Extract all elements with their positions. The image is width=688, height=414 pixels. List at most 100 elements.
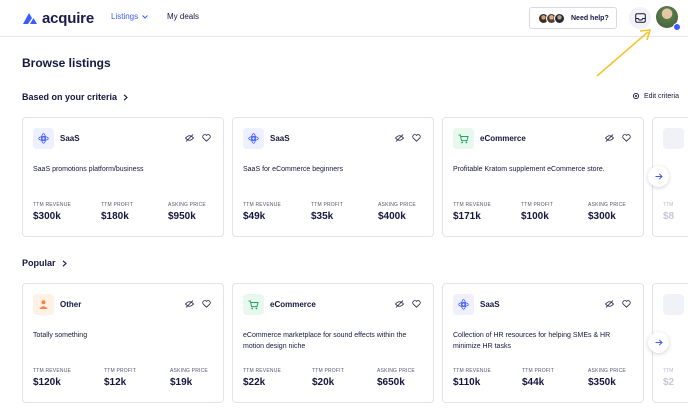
heart-icon[interactable] (412, 134, 421, 142)
metric-label: TTM PROFIT (312, 368, 344, 374)
metric-label: ASKING PRICE (170, 368, 208, 374)
annotation-arrow (596, 29, 652, 77)
eye-off-icon[interactable] (395, 134, 404, 142)
metric-label: TTM PROFIT (311, 202, 343, 208)
listing-description: Profitable Kratom supplement eCommerce s… (453, 166, 605, 173)
eye-off-icon[interactable] (605, 300, 614, 308)
saas-icon (453, 294, 474, 315)
need-help-button[interactable]: Need help? (529, 7, 617, 29)
other-icon (33, 294, 54, 315)
arrow-right-icon (655, 339, 663, 346)
category-label: SaaS (480, 300, 500, 309)
edit-criteria-button[interactable]: Edit criteria (632, 92, 679, 100)
edit-criteria-label: Edit criteria (644, 92, 680, 100)
need-help-label: Need help? (571, 14, 609, 22)
metric-label: TTM REVENUE (243, 202, 282, 208)
eye-off-icon[interactable] (185, 300, 194, 308)
metric-value: $950k (168, 211, 196, 222)
metric-label: TTM REVENUE (453, 202, 492, 208)
metric-value: $110k (453, 377, 481, 388)
heart-icon[interactable] (202, 300, 211, 308)
metric-label: ASKING PRICE (377, 368, 415, 374)
category-icon (663, 294, 684, 315)
chevron-right-icon (123, 93, 128, 101)
metric-label: TTM REVENUE (453, 368, 492, 374)
metric-label: TTM PROFIT (522, 368, 554, 374)
brand-name: acquire (42, 10, 94, 27)
listing-card[interactable]: SaaS SaaS promotions platform/business T… (22, 117, 224, 237)
category-label: SaaS (60, 134, 80, 143)
eye-off-icon[interactable] (185, 134, 194, 142)
metric-label: ASKING PRICE (588, 368, 626, 374)
metric-value: $35k (311, 211, 334, 222)
nav-my-deals[interactable]: My deals (167, 12, 200, 21)
metric-label: ASKING PRICE (168, 202, 206, 208)
listing-card[interactable]: SaaS SaaS for eCommerce beginners TTM RE… (232, 117, 434, 237)
eye-off-icon[interactable] (605, 134, 614, 142)
metric-label: ASKING PRICE (378, 202, 416, 208)
metric-value: $20k (312, 377, 335, 388)
listing-card[interactable]: Other Totally something TTM REVENUE $120k… (22, 283, 224, 403)
nav-listings-label: Listings (111, 12, 139, 21)
metric-label: TTM PROFIT (521, 202, 553, 208)
heart-icon[interactable] (412, 300, 421, 308)
category-label: SaaS (270, 134, 290, 143)
metric-label: ASKING PRICE (588, 202, 626, 208)
metric-value: $12k (104, 377, 127, 388)
carousel-next-button[interactable] (648, 166, 669, 187)
profile-avatar[interactable] (656, 6, 681, 31)
metric-value: $120k (33, 377, 61, 388)
section-popular-label: Popular (22, 258, 56, 268)
listing-description: Collection of HR resources for helping S… (453, 332, 611, 350)
saas-icon (33, 128, 54, 149)
listing-card[interactable]: SaaS Collection of HR resources for help… (442, 283, 644, 403)
metric-label: TTM REVENUE (243, 368, 282, 374)
metric-value: $2 (663, 377, 675, 388)
listing-card[interactable]: eCommerce eCommerce marketplace for soun… (232, 283, 434, 403)
category-label: eCommerce (270, 300, 316, 309)
metric-value: $350k (588, 377, 616, 388)
carousel-next-button[interactable] (648, 332, 669, 353)
metric-label: TTM REVENUE (33, 368, 72, 374)
acquire-logo-icon (23, 13, 37, 24)
metric-label: TTM REVENUE (33, 202, 72, 208)
listing-card[interactable]: eCommerce Profitable Kratom supplement e… (442, 117, 644, 237)
heart-icon[interactable] (202, 134, 211, 142)
metric-value: $400k (378, 211, 406, 222)
nav-listings[interactable]: Listings (111, 12, 148, 21)
listing-description: eCommerce marketplace for sound effects … (243, 332, 407, 350)
section-criteria-label: Based on your criteria (22, 92, 118, 102)
avatar (554, 12, 565, 24)
brand-logo[interactable]: acquire (22, 10, 94, 27)
section-criteria-title[interactable]: Based on your criteria (22, 92, 128, 102)
metric-value: $650k (377, 377, 405, 388)
section-popular-title[interactable]: Popular (22, 258, 67, 268)
support-avatars (538, 12, 565, 24)
metric-value: $171k (453, 211, 481, 222)
listing-card-partial[interactable]: TTM $8 (652, 117, 688, 237)
metric-value: $180k (101, 211, 129, 222)
metric-label: TTM PROFIT (104, 368, 136, 374)
chevron-right-icon (62, 259, 67, 267)
heart-icon[interactable] (622, 300, 631, 308)
listing-description: Totally something (33, 332, 88, 339)
metric-label: TTM (663, 202, 674, 208)
chevron-down-icon (142, 14, 148, 19)
top-navbar: acquire Listings My deals Need help? (0, 0, 688, 37)
gear-icon (632, 92, 640, 100)
saas-icon (243, 128, 264, 149)
eye-off-icon[interactable] (395, 300, 404, 308)
inbox-button[interactable] (629, 7, 651, 29)
metric-value: $44k (522, 377, 545, 388)
metric-value: $49k (243, 211, 266, 222)
category-label: Other (60, 300, 82, 309)
metric-label: TTM PROFIT (101, 202, 133, 208)
heart-icon[interactable] (622, 134, 631, 142)
metric-value: $300k (588, 211, 616, 222)
cart-icon (243, 294, 264, 315)
inbox-icon (634, 13, 646, 23)
metric-value: $22k (243, 377, 266, 388)
notification-dot (673, 23, 681, 31)
metric-value: $19k (170, 377, 193, 388)
metric-label: TTM (663, 368, 674, 374)
